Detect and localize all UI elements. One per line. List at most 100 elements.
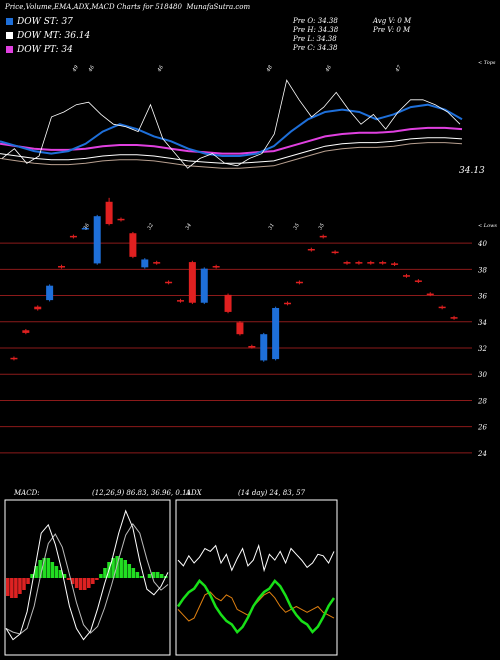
candle-body bbox=[331, 251, 339, 254]
candle-body bbox=[248, 346, 256, 348]
candles bbox=[10, 197, 458, 362]
macd-histogram-bar bbox=[14, 578, 18, 598]
candle-body bbox=[438, 306, 446, 309]
macd-histogram-bar bbox=[26, 578, 30, 584]
macd-histogram-bar bbox=[54, 566, 59, 578]
macd-histogram-bar bbox=[123, 560, 127, 578]
lows-label: 36 bbox=[83, 222, 92, 231]
macd-histogram-bar bbox=[159, 574, 164, 578]
candle-body bbox=[10, 357, 18, 360]
legend-dow-mt: DOW MT: 36.14 bbox=[6, 31, 90, 41]
lows-marker: < Lows bbox=[478, 223, 497, 229]
quote-open: Pre O: 34.38 bbox=[293, 17, 338, 25]
macd-histogram-bar bbox=[82, 578, 87, 590]
candle-body bbox=[450, 317, 458, 319]
y-tick-label: 32 bbox=[478, 345, 487, 353]
macd-signal-line bbox=[5, 523, 169, 635]
candle-body bbox=[105, 201, 113, 225]
legend-swatch-white bbox=[6, 32, 13, 39]
macd-histogram-bar bbox=[95, 578, 99, 580]
macd-panel bbox=[5, 509, 169, 641]
candle-body bbox=[22, 330, 30, 333]
macd-histogram-bar bbox=[74, 578, 79, 588]
macd-histogram-bar bbox=[10, 578, 14, 598]
candle-body bbox=[260, 334, 268, 361]
macd-histogram-bar bbox=[58, 570, 63, 578]
price-grid bbox=[0, 242, 472, 454]
macd-histogram-bar bbox=[30, 574, 34, 578]
candle-body bbox=[34, 306, 42, 310]
macd-panel-frame bbox=[4, 499, 171, 656]
macd-histogram-bar bbox=[147, 574, 152, 578]
candle-body bbox=[426, 293, 434, 296]
quote-low: Pre L: 34.38 bbox=[293, 35, 337, 43]
quote-pre-volume: Pre V: 0 M bbox=[373, 26, 411, 34]
price-line bbox=[1, 79, 461, 169]
lows-label: 31 bbox=[268, 222, 276, 231]
tops-label: 46 bbox=[324, 64, 333, 74]
y-tick-label: 26 bbox=[477, 424, 487, 432]
candle-body bbox=[402, 275, 410, 277]
candle-body bbox=[58, 266, 66, 268]
macd-histogram-bar bbox=[42, 558, 46, 578]
macd-histogram-bar bbox=[91, 578, 95, 584]
candle-body bbox=[379, 262, 387, 264]
candle-body bbox=[200, 268, 208, 303]
macd-histogram-bar bbox=[38, 560, 42, 578]
candle-body bbox=[69, 235, 77, 238]
y-tick-label: 28 bbox=[477, 397, 487, 405]
tops-label: 47 bbox=[394, 64, 403, 74]
ema-white-line bbox=[0, 137, 463, 164]
lows-label: 35 bbox=[293, 222, 301, 231]
legend-swatch-blue bbox=[6, 18, 13, 25]
tops-marker: < Tops bbox=[478, 60, 496, 66]
macd-histogram-bar bbox=[70, 578, 75, 584]
macd-values: (12,26,9) 86.83, 36.96, 0.11 bbox=[92, 489, 191, 497]
macd-histogram-bar bbox=[111, 558, 115, 578]
candle-body bbox=[129, 233, 137, 257]
candle-body bbox=[188, 262, 196, 303]
macd-histogram-bar bbox=[103, 568, 107, 578]
candle-body bbox=[343, 262, 351, 264]
y-tick-label: 34 bbox=[478, 319, 487, 327]
ema-tan-line bbox=[0, 142, 463, 169]
macd-histogram-bar bbox=[139, 576, 144, 578]
macd-histogram-bar bbox=[119, 558, 123, 578]
candle-body bbox=[367, 262, 375, 264]
candle-body bbox=[236, 322, 244, 335]
candle-body bbox=[272, 307, 280, 360]
macd-histogram-bar bbox=[135, 572, 140, 578]
y-tick-label: 38 bbox=[478, 266, 487, 274]
macd-histogram-bar bbox=[155, 572, 160, 578]
tops-label: 49 bbox=[71, 64, 80, 74]
candle-body bbox=[153, 262, 161, 264]
candle-body bbox=[212, 266, 220, 268]
candle-body bbox=[165, 281, 173, 284]
adx-values: (14 day) 24, 83, 57 bbox=[238, 489, 306, 497]
adx-green-line bbox=[176, 578, 336, 635]
macd-histogram-bar bbox=[87, 578, 91, 588]
adx-label: ADX bbox=[185, 489, 203, 497]
lows-labels: 36 32 34 31 35 35 bbox=[83, 222, 326, 231]
macd-histogram-bar bbox=[46, 558, 51, 578]
candle-body bbox=[117, 218, 125, 221]
tops-label: 46 bbox=[87, 64, 96, 74]
candle-body bbox=[355, 262, 363, 264]
adx-white-line bbox=[177, 543, 335, 573]
quote-high: Pre H: 34.38 bbox=[293, 26, 339, 34]
quote-close: Pre C: 34.38 bbox=[293, 44, 338, 52]
candle-body bbox=[81, 228, 89, 230]
macd-histogram-bar bbox=[127, 564, 132, 578]
legend-dow-pt: DOW PT: 34 bbox=[6, 45, 73, 55]
tops-labels: 49 46 46 48 46 47 bbox=[71, 64, 403, 74]
lows-label: 35 bbox=[318, 222, 326, 231]
macd-line bbox=[5, 509, 169, 641]
candle-body bbox=[46, 285, 54, 301]
quote-avg-volume: Avg V: 0 M bbox=[373, 17, 412, 25]
candle-body bbox=[414, 280, 422, 282]
lows-label: 34 bbox=[185, 222, 193, 231]
ema-blue-line bbox=[0, 103, 463, 157]
ema-pink-line bbox=[0, 126, 463, 155]
tops-label: 48 bbox=[265, 64, 274, 73]
